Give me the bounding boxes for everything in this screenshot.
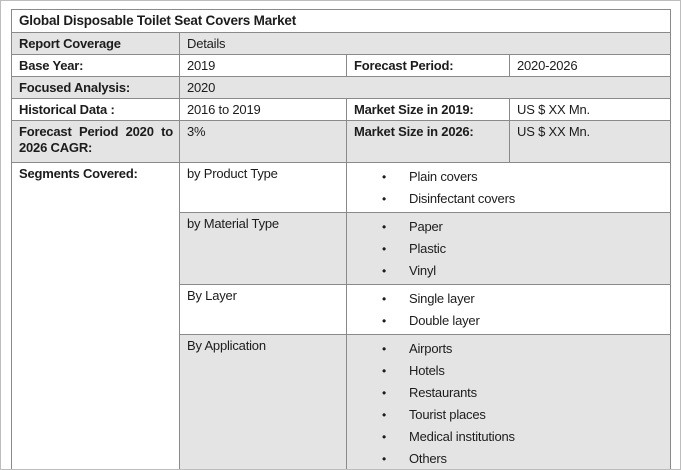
bullet-icon: • <box>382 314 387 328</box>
market-size-2019-value: US $ XX Mn. <box>508 98 672 121</box>
historical-data-value: 2016 to 2019 <box>179 98 347 121</box>
bullet-icon: • <box>382 386 387 400</box>
bullet-item: • Medical institutions <box>354 426 664 448</box>
bullet-item-label: Others <box>409 451 447 466</box>
segment-items-application: • Airports • Hotels • Restaurants • Tourist pla… <box>345 334 672 469</box>
bullet-item-label: Medical institutions <box>409 429 515 444</box>
market-size-2026-value: US $ XX Mn. <box>508 120 672 163</box>
focused-analysis-label: Focused Analysis: <box>11 76 180 99</box>
table-row: Segments Covered: by Product Type • Plain… <box>11 162 672 469</box>
table-row: Base Year: 2019 Forecast Period: 2020-20… <box>11 54 672 77</box>
bullet-item-label: Plastic <box>409 241 446 256</box>
historical-data-label: Historical Data : <box>11 98 180 121</box>
bullet-list: • Paper • Plastic • Vinyl <box>354 216 664 282</box>
bullet-item-label: Hotels <box>409 363 445 378</box>
bullet-icon: • <box>382 242 387 256</box>
forecast-period-label: Forecast Period: <box>346 54 510 77</box>
table-row: Historical Data : 2016 to 2019 Market Si… <box>11 98 672 121</box>
base-year-value: 2019 <box>179 54 347 77</box>
bullet-item-label: Single layer <box>409 291 475 306</box>
bullet-icon: • <box>382 264 387 278</box>
cagr-value: 3% <box>179 120 347 163</box>
bullet-item: • Single layer <box>354 288 664 310</box>
report-coverage-value: Details <box>178 32 672 55</box>
cagr-label: Forecast Period 2020 to 2026 CAGR: <box>11 120 180 163</box>
segments-covered-label: Segments Covered: <box>11 162 180 469</box>
segment-group-layer: By Layer <box>179 284 347 335</box>
bullet-item: • Vinyl <box>354 260 664 282</box>
bullet-icon: • <box>382 408 387 422</box>
bullet-icon: • <box>382 192 387 206</box>
bullet-item-label: Vinyl <box>409 263 436 278</box>
segment-group-material-type: by Material Type <box>179 212 347 285</box>
bullet-item-label: Paper <box>409 219 443 234</box>
bullet-item: • Airports <box>354 338 664 360</box>
segment-group-product-type: by Product Type <box>179 162 347 213</box>
segment-group-application: By Application <box>179 334 347 469</box>
base-year-label: Base Year: <box>11 54 180 77</box>
bullet-icon: • <box>382 452 387 466</box>
bullet-item-label: Double layer <box>409 313 480 328</box>
bullet-list: • Plain covers • Disinfectant covers <box>354 166 664 210</box>
table-row: Report Coverage Details <box>11 32 672 55</box>
table-row: Global Disposable Toilet Seat Covers Mar… <box>10 9 672 33</box>
segment-items-material-type: • Paper • Plastic • Vinyl <box>345 212 672 285</box>
bullet-icon: • <box>382 170 387 184</box>
bullet-list: • Airports • Hotels • Restaurants • Tourist pla… <box>354 338 664 469</box>
focused-analysis-value: 2020 <box>178 76 672 99</box>
bullet-item-label: Tourist places <box>409 407 486 422</box>
bullet-item: • Plastic <box>354 238 664 260</box>
bullet-icon: • <box>382 292 387 306</box>
bullet-icon: • <box>382 342 387 356</box>
bullet-item-label: Airports <box>409 341 453 356</box>
market-report-table: Global Disposable Toilet Seat Covers Mar… <box>10 9 672 469</box>
forecast-period-value: 2020-2026 <box>508 54 672 77</box>
bullet-item-label: Plain covers <box>409 169 478 184</box>
market-size-2026-label: Market Size in 2026: <box>346 120 510 163</box>
segment-items-layer: • Single layer • Double layer <box>345 284 672 335</box>
bullet-item: • Paper <box>354 216 664 238</box>
table-row: Focused Analysis: 2020 <box>11 76 672 99</box>
bullet-list: • Single layer • Double layer <box>354 288 664 332</box>
bullet-icon: • <box>382 430 387 444</box>
segment-items-product-type: • Plain covers • Disinfectant covers <box>345 162 672 213</box>
bullet-item: • Double layer <box>354 310 664 332</box>
table-title: Global Disposable Toilet Seat Covers Mar… <box>10 9 672 33</box>
bullet-item: • Others <box>354 448 664 469</box>
bullet-item: • Hotels <box>354 360 664 382</box>
bullet-item-label: Restaurants <box>409 385 477 400</box>
bullet-item: • Disinfectant covers <box>354 188 664 210</box>
table-row: by Material Type • Paper • Plastic • Vinyl <box>12 212 672 285</box>
bullet-icon: • <box>382 364 387 378</box>
bullet-item-label: Disinfectant covers <box>409 191 516 206</box>
market-size-2019-label: Market Size in 2019: <box>346 98 510 121</box>
report-coverage-label: Report Coverage <box>11 32 180 55</box>
bullet-item: • Restaurants <box>354 382 664 404</box>
bullet-item: • Tourist places <box>354 404 664 426</box>
table-row: By Layer • Single layer • Double layer <box>12 284 672 335</box>
bullet-icon: • <box>382 220 387 234</box>
table-row: By Application • Airports • Hotels • Restaura… <box>12 334 672 469</box>
bullet-item: • Plain covers <box>354 166 664 188</box>
table-row: Forecast Period 2020 to 2026 CAGR: 3% Ma… <box>11 120 672 163</box>
